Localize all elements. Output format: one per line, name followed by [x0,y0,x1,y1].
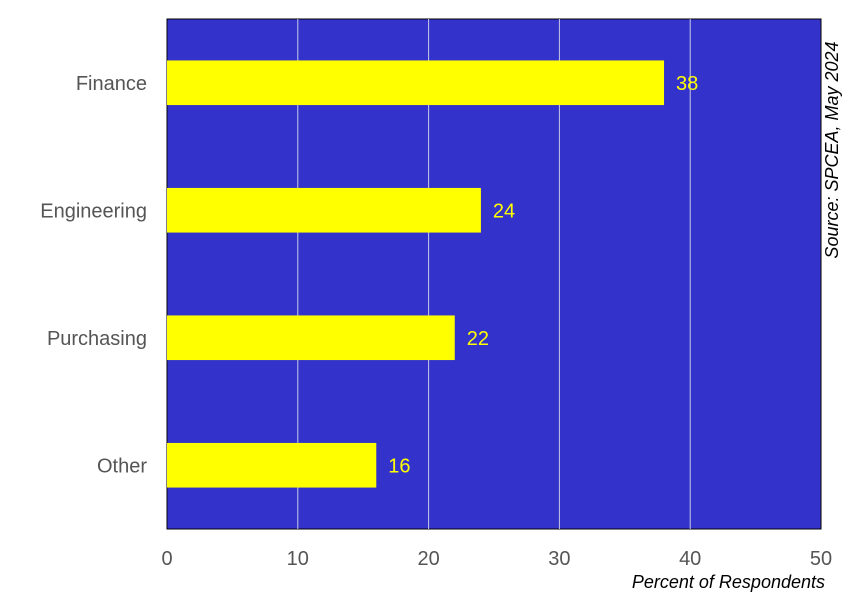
data-label: 24 [493,200,515,222]
x-tick-label: 10 [287,548,309,570]
data-label: 16 [388,455,410,477]
x-tick-label: 40 [679,548,701,570]
category-label: Finance [76,73,147,95]
source-note: Source: SPCEA, May 2024 [822,41,842,258]
category-labels: Finance Engineering Purchasing Other [40,73,147,478]
x-tick-label: 20 [417,548,439,570]
bar [167,187,481,233]
category-label: Other [97,455,147,477]
bars [167,60,665,488]
x-tick-label: 30 [548,548,570,570]
x-axis-title: Percent of Respondents [632,572,825,592]
bar [167,60,665,106]
bar [167,442,377,488]
bar [167,315,455,361]
x-tick-label: 50 [810,548,832,570]
category-label: Engineering [40,200,147,222]
x-tick-labels: 0 10 20 30 40 50 [161,548,832,570]
x-tick-label: 0 [161,548,172,570]
data-labels: 38 24 22 16 [388,73,698,478]
data-label: 38 [676,73,698,95]
category-label: Purchasing [47,328,147,350]
data-label: 22 [467,328,489,350]
